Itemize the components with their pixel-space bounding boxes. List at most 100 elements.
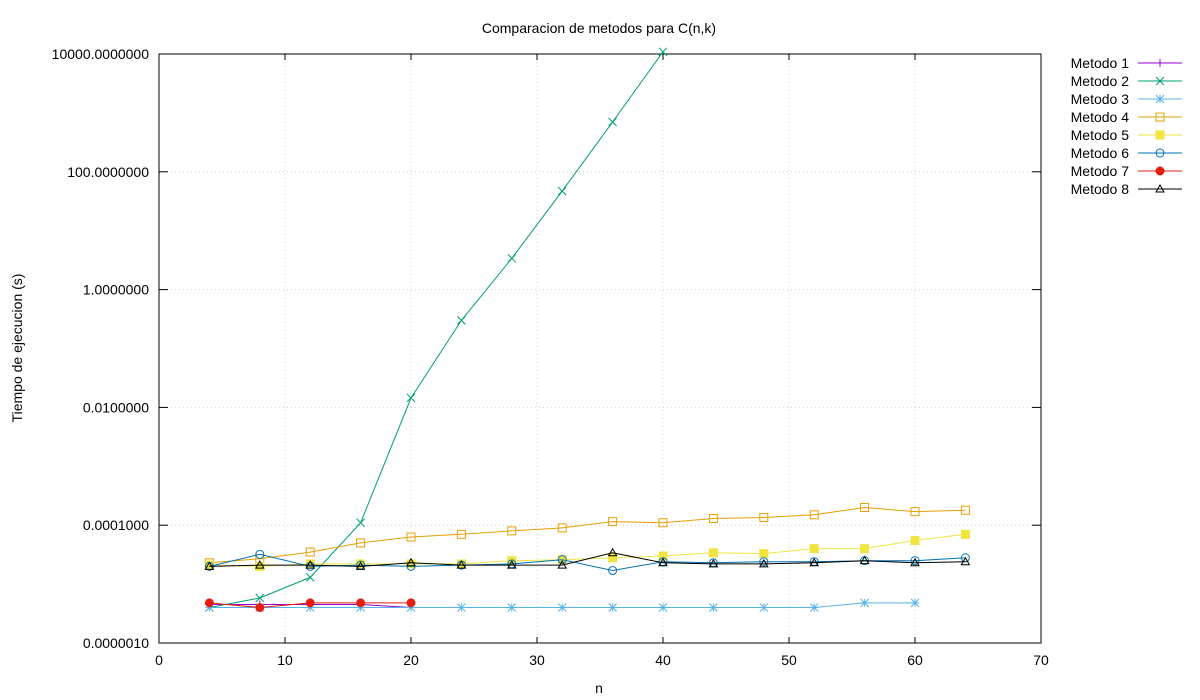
legend-label: Metodo 6 [1071,145,1130,161]
data-point [608,566,618,576]
data-point [507,253,517,263]
data-point [305,598,315,608]
data-point [658,518,668,528]
data-point [709,603,718,612]
x-tick-label: 10 [277,652,293,668]
legend-label: Metodo 5 [1071,127,1130,143]
data-point [205,603,214,612]
data-point [305,561,315,571]
legend-item: Metodo 2 [1071,73,1182,89]
series-group [204,47,971,613]
data-point [658,551,668,561]
data-point [910,535,920,545]
data-point [557,555,567,565]
data-point [608,117,617,127]
data-point [557,186,567,196]
data-point [708,513,718,523]
data-point [254,560,265,569]
legend-item: Metodo 5 [1071,127,1182,143]
data-point [305,603,315,612]
data-point [758,558,769,568]
data-point [456,529,466,539]
x-tick-label: 20 [403,652,419,668]
legend-marker [1155,112,1165,122]
data-point [658,557,668,567]
x-tick-label: 50 [781,652,797,668]
data-point [809,557,820,567]
data-point [406,603,416,612]
data-point [355,561,366,570]
data-point [557,603,567,612]
data-point [859,555,870,565]
legend-item: Metodo 7 [1071,163,1182,179]
data-point [658,47,668,57]
data-point [255,561,265,571]
data-point [204,561,215,570]
series-6 [204,549,970,576]
series-line [209,506,966,564]
y-tick-label: 0.0001000 [83,517,149,533]
data-point [406,532,416,542]
y-axis-label: Tiempo de ejecucion (s) [9,274,25,423]
data-point [255,593,265,603]
data-point [910,507,920,517]
x-axis: 0 10 20 30 40 50 60 70 [155,54,1049,668]
legend-marker [1155,148,1165,158]
data-point [204,598,214,608]
data-point [506,560,517,569]
data-point [910,557,920,567]
legend-label: Metodo 1 [1071,55,1130,71]
data-point [960,505,970,515]
data-point [305,547,315,557]
x-tick-label: 0 [155,652,163,668]
data-point [658,603,668,612]
data-point [708,548,718,558]
data-point [910,556,920,566]
data-point [860,544,870,554]
data-point [507,526,517,536]
x-axis-label: n [595,680,603,696]
data-point [809,544,819,554]
legend-label: Metodo 4 [1071,109,1130,125]
legend-marker [1155,94,1165,104]
data-point [507,603,517,612]
data-point [759,549,769,559]
data-point [960,556,971,566]
legend-marker [1156,59,1164,67]
y-tick-label: 0.0100000 [83,399,149,415]
data-point [557,560,568,569]
data-point [860,598,869,608]
series-line [209,552,966,567]
data-point [406,393,416,403]
data-point [305,573,315,582]
series-4 [204,502,970,568]
legend-item: Metodo 4 [1071,109,1182,125]
data-point [759,603,769,612]
y-tick-label: 100.0000000 [67,164,149,180]
data-point [960,529,970,539]
data-point [457,603,466,612]
data-point [255,603,265,613]
x-tick-label: 40 [655,652,671,668]
x-tick-label: 70 [1033,652,1049,668]
data-point [607,547,618,557]
data-point [608,553,618,563]
series-2 [205,47,668,612]
legend-item: Metodo 6 [1071,145,1182,161]
data-point [356,603,365,612]
data-point [809,510,819,520]
y-tick-label: 10000.0000000 [52,46,150,62]
legend-marker [1155,166,1165,176]
series-3 [205,598,920,612]
y-axis: 0.0000010 0.0001000 0.0100000 1.0000000 100.… [52,46,1041,651]
legend-item: Metodo 8 [1071,181,1182,197]
data-point [406,557,416,567]
data-point [809,603,819,612]
legend-label: Metodo 7 [1071,163,1130,179]
series-7 [204,598,416,613]
y-tick-label: 1.0000000 [83,282,149,298]
series-line [209,553,966,572]
data-point [759,557,769,567]
data-point [356,538,366,548]
